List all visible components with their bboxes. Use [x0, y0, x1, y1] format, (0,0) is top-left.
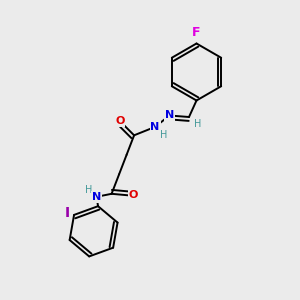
Text: H: H: [194, 118, 201, 129]
Text: N: N: [92, 192, 101, 202]
Text: O: O: [129, 190, 138, 200]
Text: H: H: [85, 185, 93, 195]
Text: H: H: [160, 130, 168, 140]
Text: F: F: [192, 26, 201, 40]
Text: N: N: [165, 110, 174, 121]
Text: I: I: [65, 206, 70, 220]
Text: O: O: [115, 116, 124, 126]
Text: N: N: [151, 122, 160, 132]
